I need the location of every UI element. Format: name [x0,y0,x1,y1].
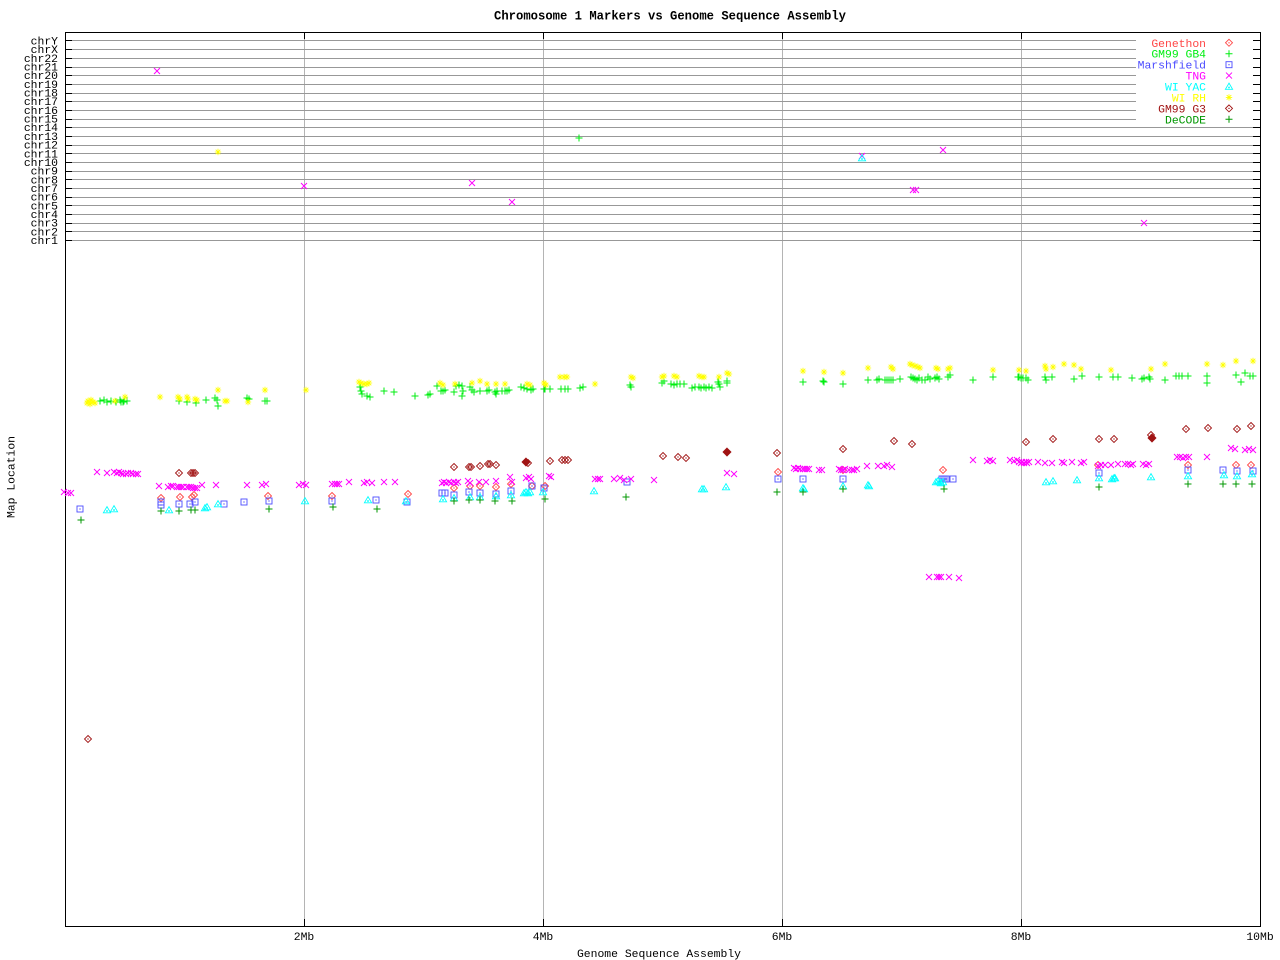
svg-text:chr14: chr14 [24,123,58,135]
svg-text:chr10: chr10 [24,158,58,170]
svg-text:chr7: chr7 [31,184,58,196]
svg-text:chr21: chr21 [24,63,58,75]
svg-text:8Mb: 8Mb [1011,932,1032,944]
svg-text:chr8: chr8 [31,175,59,187]
svg-text:chr19: chr19 [24,80,58,92]
svg-text:chr22: chr22 [24,54,58,66]
svg-text:6Mb: 6Mb [772,932,793,944]
svg-text:chr12: chr12 [24,141,58,153]
svg-text:chr15: chr15 [24,115,58,127]
svg-text:WI YAC: WI YAC [1165,83,1206,95]
svg-text:chr2: chr2 [31,227,59,239]
svg-text:chr9: chr9 [31,167,59,179]
svg-text:chr18: chr18 [24,89,58,101]
svg-text:chr11: chr11 [24,149,58,161]
svg-text:10Mb: 10Mb [1246,932,1274,944]
svg-text:GM99 GB4: GM99 GB4 [1151,50,1206,62]
svg-text:chr20: chr20 [24,71,58,83]
svg-text:chr17: chr17 [24,97,58,109]
svg-text:TNG: TNG [1185,72,1206,84]
svg-text:chr6: chr6 [31,193,59,205]
svg-text:DeCODE: DeCODE [1165,115,1206,127]
svg-text:chr5: chr5 [31,201,59,213]
svg-text:Genethon: Genethon [1151,39,1206,51]
svg-text:GM99 G3: GM99 G3 [1158,104,1206,116]
svg-text:chrY: chrY [31,37,59,49]
svg-text:Chromosome 1 Markers vs Genome: Chromosome 1 Markers vs Genome Sequence … [494,9,846,24]
svg-text:WI RH: WI RH [1172,93,1206,105]
svg-text:4Mb: 4Mb [533,932,554,944]
svg-text:Map Location: Map Location [7,436,19,518]
svg-text:Genome Sequence Assembly: Genome Sequence Assembly [577,949,741,960]
svg-text:2Mb: 2Mb [294,932,315,944]
svg-text:chr13: chr13 [24,132,58,144]
svg-text:chr16: chr16 [24,106,58,118]
svg-text:Marshfield: Marshfield [1138,61,1206,73]
svg-text:chr3: chr3 [31,219,59,231]
svg-text:chr1: chr1 [31,236,59,248]
svg-text:chr4: chr4 [31,210,59,222]
svg-text:chrX: chrX [31,45,59,57]
